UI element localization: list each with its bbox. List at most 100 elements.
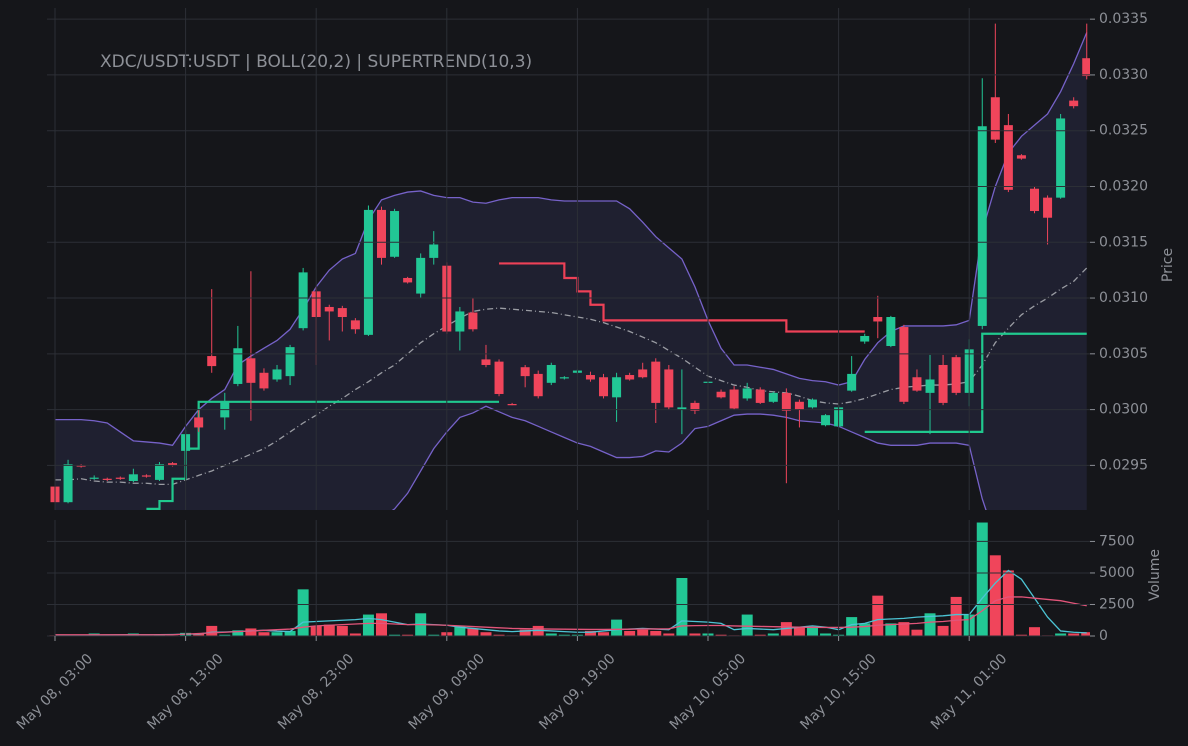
y-tick-label: 0.0325 [1099, 123, 1148, 139]
volume-bar [219, 634, 231, 636]
volume-bar [1055, 633, 1067, 636]
x-tick-label: May 10, 15:00 [797, 651, 879, 733]
y-tick-label: 0.0295 [1099, 457, 1148, 473]
volume-bar [741, 614, 753, 636]
x-tick-label: May 08, 23:00 [275, 651, 357, 733]
candle-body [912, 377, 922, 391]
candle-body [1082, 58, 1090, 77]
candle-body [729, 389, 739, 409]
candle-body [416, 257, 426, 294]
volume-bar [349, 633, 361, 636]
candle-body [742, 388, 752, 399]
candle-body [781, 392, 791, 411]
candle-body [585, 375, 595, 380]
volume-bar [767, 633, 779, 636]
volume-bar [989, 555, 1001, 636]
volume-bar [859, 623, 871, 636]
candle-body [429, 244, 439, 258]
candle-body [494, 361, 504, 394]
candle-body [76, 465, 86, 467]
candle-body [899, 327, 909, 402]
y-tick-label: 0.0300 [1099, 402, 1148, 418]
candle-body [1056, 118, 1066, 198]
candle-body [990, 97, 1000, 140]
y-tick-label: 0.0315 [1099, 234, 1148, 250]
candle-body [285, 347, 295, 377]
x-tick-label: May 08, 13:00 [144, 651, 226, 733]
candle-body [651, 361, 661, 403]
candle-body [259, 372, 269, 389]
candle-body [559, 377, 569, 379]
candle-body [546, 364, 556, 383]
volume-bar [885, 623, 897, 636]
y-axis-label: Volume [1147, 549, 1163, 601]
candle-body [977, 126, 987, 326]
candle-body [664, 369, 674, 408]
candle-body [807, 399, 817, 408]
candle-body [455, 311, 465, 332]
candle-body [207, 356, 217, 367]
volume-bar [754, 634, 766, 636]
y-tick-label: 0.0330 [1099, 67, 1148, 83]
volume-bar [872, 595, 884, 636]
x-tick-label: May 08, 03:00 [14, 651, 96, 733]
volume-bar [898, 622, 910, 636]
volume-bar [389, 634, 401, 636]
y-tick-label: 0.0320 [1099, 178, 1148, 194]
y-tick-label: 2500 [1099, 596, 1135, 612]
y-tick-label: 0.0310 [1099, 290, 1148, 306]
candle-body [272, 369, 282, 380]
band-fill [55, 32, 1087, 510]
candle-body [794, 401, 804, 410]
candle-body [102, 478, 112, 480]
candle-body [154, 464, 164, 480]
volume-bar [362, 614, 374, 636]
volume-bar [258, 632, 270, 636]
volume-bar [193, 633, 205, 636]
volume-bar [806, 627, 818, 636]
candle-body [1016, 155, 1026, 159]
candle-body [925, 379, 935, 393]
y-tick-label: 7500 [1099, 533, 1135, 549]
candle-body [755, 389, 765, 403]
volume-bar [297, 589, 309, 636]
volume-bar [1068, 633, 1080, 636]
candle-body [233, 348, 243, 384]
volume-bar [663, 633, 675, 636]
volume-bar [454, 625, 466, 636]
y-tick-label: 0 [1099, 628, 1108, 644]
candle-body [1043, 197, 1053, 218]
candle-body [298, 272, 308, 329]
volume-bar [1015, 634, 1027, 636]
volume-bar [911, 629, 923, 636]
y-tick-label: 0.0335 [1099, 11, 1148, 27]
volume-bar [637, 629, 649, 636]
candle-body [873, 317, 883, 322]
volume-bar [976, 522, 988, 636]
candle-body [128, 474, 138, 481]
volume-bar [676, 578, 688, 636]
candle-body [194, 417, 204, 428]
candle-body [625, 375, 635, 380]
volume-bar [598, 632, 610, 636]
candle-body [350, 320, 360, 330]
candle-body [886, 317, 896, 347]
volume-bar [611, 619, 623, 636]
candle-body [612, 377, 622, 398]
candle-body [690, 402, 700, 411]
volume-bar [376, 613, 387, 636]
candle-body [860, 335, 870, 342]
x-tick-label: May 09, 19:00 [536, 651, 618, 733]
candle-body [599, 377, 609, 397]
volume-bar [950, 596, 962, 636]
candle-body [821, 415, 831, 426]
volume-bar [336, 625, 348, 636]
candle-body [481, 359, 491, 365]
volume-bar [650, 630, 662, 636]
volume-bar [467, 628, 479, 636]
volume-bar [624, 630, 636, 636]
candle-body [638, 369, 648, 378]
volume-bar [820, 633, 832, 636]
candle-body [716, 391, 726, 398]
